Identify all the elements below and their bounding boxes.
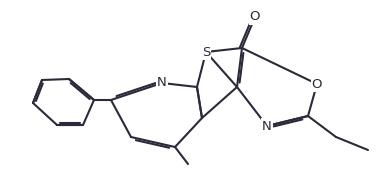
Text: N: N xyxy=(157,77,167,89)
Text: O: O xyxy=(250,10,260,24)
Text: O: O xyxy=(312,77,322,91)
Text: S: S xyxy=(202,45,210,59)
Text: N: N xyxy=(262,119,272,132)
